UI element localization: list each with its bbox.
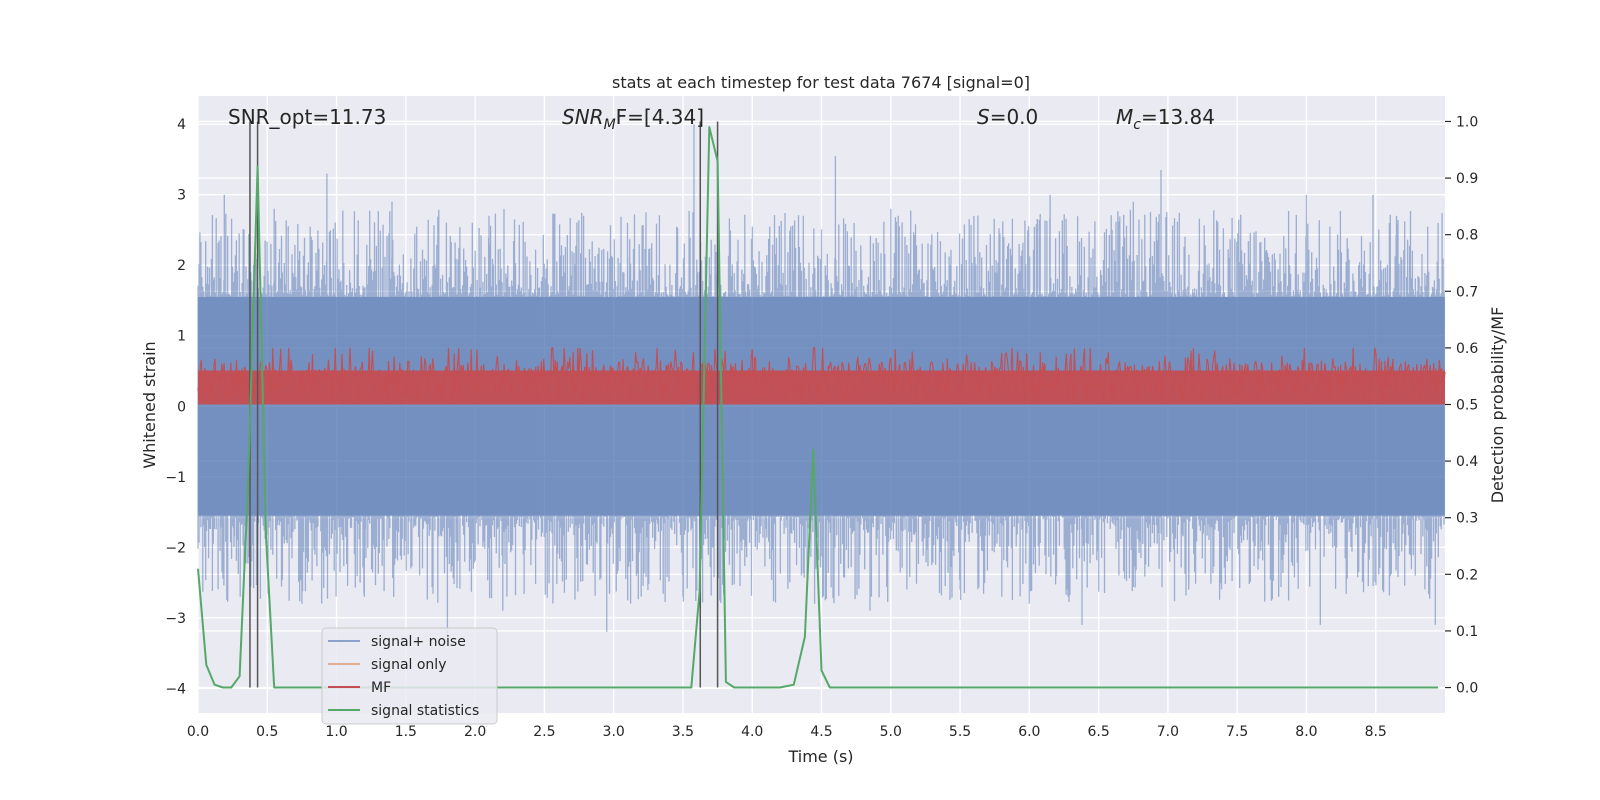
left-y-tick-label-2: −2 [165, 540, 186, 556]
left-y-tick-label-7: 3 [177, 188, 186, 204]
legend-label-mf: MF [371, 680, 391, 696]
left-y-tick-label-6: 2 [177, 258, 186, 274]
snr-mf-annotation: SNRMF=[4.34] [562, 105, 704, 133]
right-y-tick-label-0: 0.0 [1456, 681, 1478, 697]
signal-statistics-line [197, 126, 1439, 689]
snr-mf-rest: F=[4.34] [616, 105, 704, 129]
left-y-tick-label-1: −3 [165, 611, 186, 627]
x-tick-label-15: 7.5 [1226, 724, 1248, 740]
x-tick-label-4: 2.0 [464, 724, 486, 740]
x-tick-label-13: 6.5 [1087, 724, 1109, 740]
chart-title: stats at each timestep for test data 767… [612, 73, 1030, 92]
right-y-tick-label-5: 0.5 [1456, 398, 1478, 414]
x-tick-label-10: 5.0 [880, 724, 902, 740]
left-y-axis-label: Whitened strain [140, 341, 159, 468]
legend-label-signal-only: signal only [371, 657, 446, 673]
s-symbol: S [977, 105, 990, 129]
s-annotation: S=0.0 [977, 105, 1038, 129]
right-y-tick-label-4: 0.4 [1456, 454, 1478, 470]
x-tick-label-5: 2.5 [533, 724, 555, 740]
x-tick-label-7: 3.5 [672, 724, 694, 740]
x-tick-label-17: 8.5 [1365, 724, 1387, 740]
mc-sub: c [1133, 117, 1141, 133]
legend-box [321, 627, 498, 725]
right-y-tick-label-3: 0.3 [1456, 511, 1478, 527]
signal-noise-series [197, 124, 1445, 639]
mc-annotation: Mc=13.84 [1116, 105, 1215, 133]
right-y-tick-label-1: 0.1 [1456, 624, 1478, 640]
x-tick-label-0: 0.0 [187, 724, 209, 740]
x-axis-ticks: 0.0 0.5 1.0 1.5 2.0 2.5 3.0 3.5 4.0 4.5 5.0 5.5 6.0 6… [187, 724, 1387, 740]
left-y-tick-label-3: −1 [165, 470, 186, 486]
x-tick-label-6: 3.0 [603, 724, 625, 740]
left-y-tick-label-8: 4 [177, 117, 186, 133]
x-tick-label-16: 8.0 [1295, 724, 1317, 740]
snr-mf-sub: M [604, 117, 616, 133]
right-y-axis-ticks: 0.0 0.1 0.2 0.3 0.4 0.5 0.6 0.7 0.8 0.9 1.0 [1445, 114, 1478, 697]
right-y-tick-label-8: 0.8 [1456, 228, 1478, 244]
x-tick-label-1: 0.5 [256, 724, 278, 740]
signal-statistics-series [197, 126, 1439, 689]
s-value: =0.0 [990, 105, 1039, 129]
right-y-tick-label-2: 0.2 [1456, 567, 1478, 583]
legend: signal+ noise signal only MF signal stat… [321, 627, 498, 725]
snr-mf-base: SNR [562, 105, 604, 129]
legend-label-signal-statistics: signal statistics [371, 703, 479, 719]
legend-label-signal-noise: signal+ noise [371, 634, 466, 650]
x-tick-label-11: 5.5 [949, 724, 971, 740]
mc-value: =13.84 [1141, 105, 1215, 129]
right-y-tick-label-9: 0.9 [1456, 171, 1478, 187]
left-y-tick-label-5: 1 [177, 329, 186, 345]
right-y-tick-label-7: 0.7 [1456, 284, 1478, 300]
x-tick-label-14: 7.0 [1157, 724, 1179, 740]
x-tick-label-9: 4.5 [810, 724, 832, 740]
x-tick-label-12: 6.0 [1018, 724, 1040, 740]
x-axis-label: Time (s) [787, 747, 853, 766]
right-y-axis-label: Detection probability/MF [1488, 307, 1507, 504]
x-tick-label-2: 1.0 [325, 724, 347, 740]
left-y-axis-ticks: −4 −3 −2 −1 0 1 2 3 4 [165, 117, 186, 697]
snr-opt-annotation: SNR_opt=11.73 [228, 105, 386, 129]
x-tick-label-8: 4.0 [741, 724, 763, 740]
left-y-tick-label-0: −4 [165, 681, 186, 697]
mf-series [197, 347, 1446, 405]
left-y-tick-label-4: 0 [177, 399, 186, 415]
mf-trace [197, 347, 1446, 402]
mc-base: M [1116, 105, 1133, 129]
right-y-tick-label-6: 0.6 [1456, 341, 1478, 357]
x-tick-label-3: 1.5 [395, 724, 417, 740]
right-y-tick-label-10: 1.0 [1456, 114, 1478, 130]
